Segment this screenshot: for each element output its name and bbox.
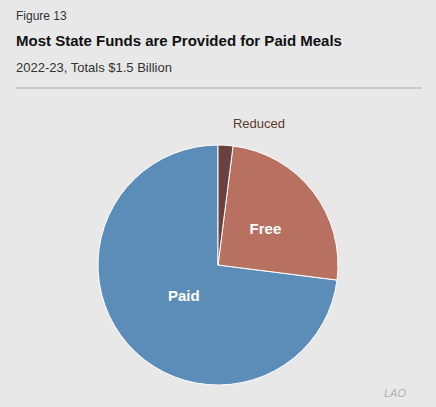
pie-slice [218, 146, 338, 280]
slice-label: Paid [168, 287, 200, 304]
chart: Figure 13 Most State Funds are Provided f… [0, 0, 436, 407]
slice-label: Free [250, 220, 282, 237]
figure-label: Figure 13 [16, 9, 67, 23]
pie-slice [98, 145, 337, 385]
background [0, 0, 436, 407]
pie-slice [218, 145, 233, 265]
separator [16, 88, 422, 89]
title: Most State Funds are Provided for Paid M… [16, 32, 342, 49]
slice-label: Reduced [233, 116, 285, 131]
pie [98, 145, 338, 385]
subtitle: 2022-23, Totals $1.5 Billion [16, 60, 172, 75]
watermark: LAO [384, 387, 406, 399]
